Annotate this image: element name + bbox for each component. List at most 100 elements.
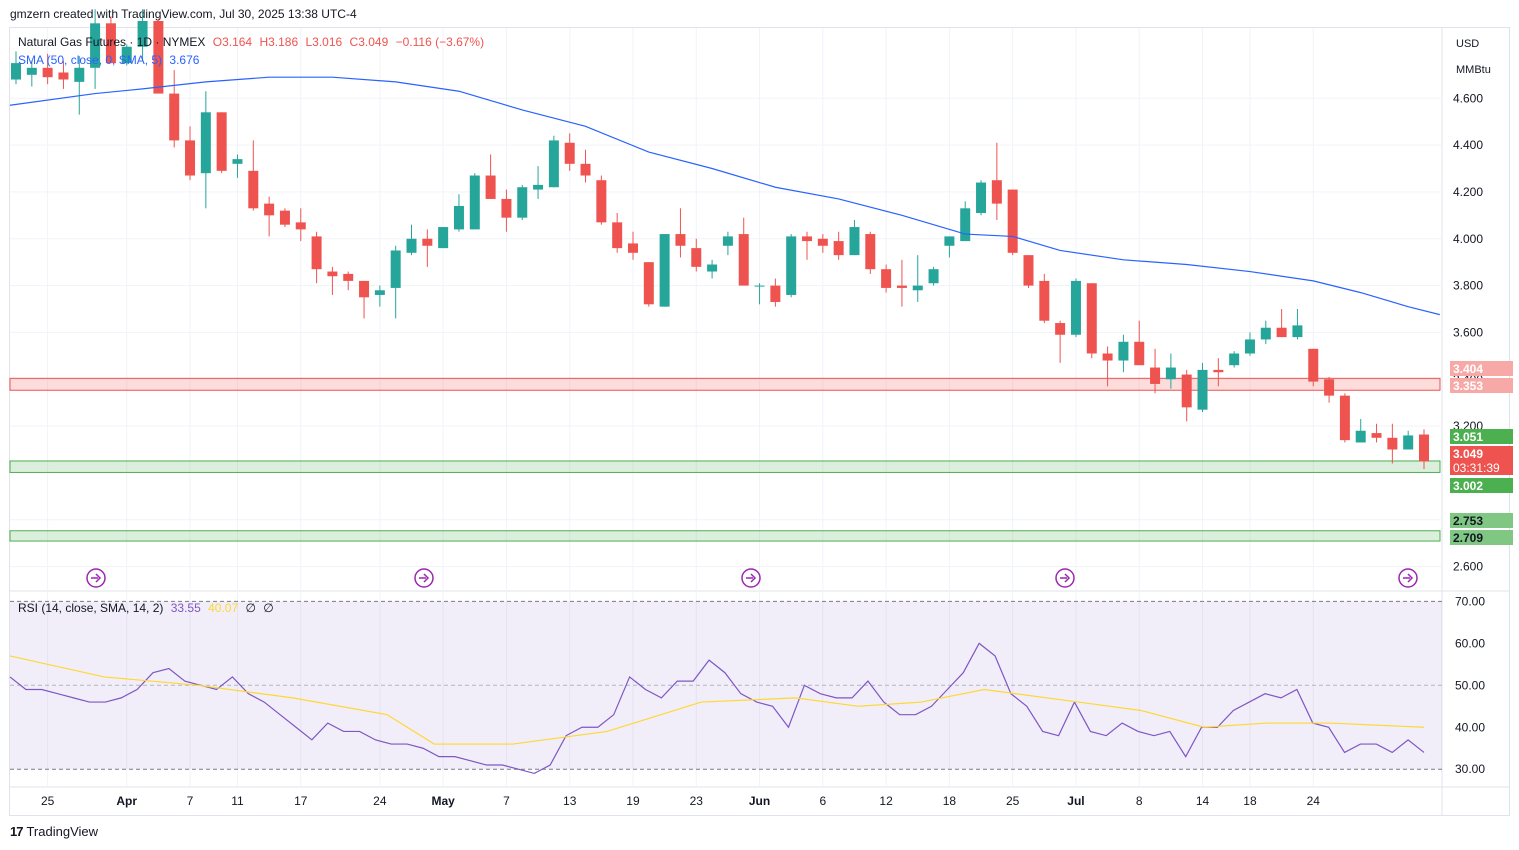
candle-body <box>343 273 354 281</box>
candle <box>453 194 464 232</box>
candle <box>612 212 623 253</box>
candle-body <box>991 180 1002 204</box>
candle <box>976 180 987 216</box>
open-value: O3.164 <box>212 35 253 49</box>
candle-body <box>912 285 923 291</box>
candle-body <box>295 222 306 230</box>
candle <box>311 231 322 284</box>
candle <box>374 285 385 307</box>
candle <box>944 236 955 258</box>
candle-body <box>469 175 480 230</box>
candle-body <box>612 222 623 249</box>
candle-body <box>849 227 860 256</box>
candle <box>707 259 718 279</box>
candle-body <box>1371 433 1382 438</box>
event-marker-arrow <box>746 573 757 583</box>
candle-body <box>1150 367 1161 384</box>
candle <box>1197 362 1208 413</box>
rsi-tick-label: 70.00 <box>1455 594 1485 608</box>
candle <box>11 51 21 85</box>
candle-body <box>1419 434 1429 462</box>
candle-body <box>58 72 69 80</box>
candle <box>928 266 939 286</box>
price-legend[interactable]: Natural Gas Futures · 1D · NYMEX O3.164 … <box>18 35 488 49</box>
unit-label[interactable]: MMBtu <box>1456 64 1491 76</box>
candle-body <box>1102 353 1113 361</box>
candle <box>1387 423 1398 464</box>
price-label-text: 3.049 <box>1453 447 1483 461</box>
candle-body <box>232 159 243 164</box>
candle-body <box>42 67 53 78</box>
event-marker-icon <box>741 568 761 588</box>
candle <box>754 283 765 305</box>
candle <box>912 255 923 302</box>
candle-body <box>501 198 512 218</box>
candle <box>580 149 591 183</box>
candle <box>1181 369 1192 422</box>
price-label-box <box>1450 460 1513 475</box>
candle <box>1070 278 1081 338</box>
candle <box>264 196 275 237</box>
candle <box>564 133 575 171</box>
candle-body <box>596 180 607 223</box>
candle-body <box>1229 353 1240 366</box>
footer[interactable]: 17 TradingView <box>10 824 98 839</box>
candle-body <box>1118 341 1129 361</box>
tradingview-logo: 17 <box>10 824 24 839</box>
chart-frame <box>9 27 1510 816</box>
candle <box>422 229 433 267</box>
candle <box>169 70 180 148</box>
candle <box>26 60 37 87</box>
candle-body <box>153 20 164 94</box>
candle-body <box>1276 327 1287 338</box>
candle-body <box>216 112 227 171</box>
event-marker-arrow <box>419 573 430 583</box>
candle-body <box>1355 430 1366 443</box>
candle-body <box>722 236 733 246</box>
candle <box>74 56 85 115</box>
candle-body <box>1070 280 1081 335</box>
rsi-tick-label: 60.00 <box>1455 636 1485 650</box>
candle-body <box>1244 339 1255 354</box>
rsi-sma-value: 40.07 <box>208 601 239 615</box>
candle <box>1244 332 1255 356</box>
high-value: H3.186 <box>259 35 299 49</box>
candle-body <box>200 112 211 174</box>
candle <box>42 53 53 85</box>
candle <box>1213 358 1224 387</box>
price-label-text: 3.404 <box>1453 362 1483 376</box>
sma-legend[interactable]: SMA (50, close, 0, SMA, 5) 3.676 <box>18 53 203 67</box>
rsi-line <box>9 642 1425 775</box>
sma-label: SMA (50, close, 0, SMA, 5) <box>18 53 163 67</box>
candle <box>849 220 860 256</box>
event-marker-arrow <box>91 573 102 583</box>
price-label-text: 3.353 <box>1453 379 1483 393</box>
candle <box>786 234 797 298</box>
candle <box>185 126 196 181</box>
candle-body <box>264 203 275 216</box>
time-tick-label: 24 <box>1307 794 1321 808</box>
price-tick-label: 2.600 <box>1453 560 1483 574</box>
candle <box>770 278 781 307</box>
currency-label[interactable]: USD <box>1456 38 1480 50</box>
candle <box>1007 189 1018 256</box>
candle-body <box>26 67 37 75</box>
rsi-legend[interactable]: RSI (14, close, SMA, 14, 2) 33.55 40.07 … <box>18 601 278 615</box>
candle-body <box>137 20 148 47</box>
candle <box>1055 320 1066 363</box>
candle <box>1023 255 1034 288</box>
time-tick-label: 8 <box>1136 794 1143 808</box>
candle <box>1134 320 1145 366</box>
candle-body <box>1339 395 1350 441</box>
time-tick-label: 17 <box>294 794 308 808</box>
price-tick-label: 4.200 <box>1453 185 1483 199</box>
candle <box>1102 346 1113 387</box>
rsi-extra-2: ∅ <box>263 601 274 615</box>
candle <box>833 231 844 260</box>
candle <box>817 234 828 253</box>
candle-body <box>1387 437 1398 450</box>
candle <box>1308 348 1319 387</box>
time-tick-label: May <box>431 794 455 808</box>
brand-name: TradingView <box>26 824 99 839</box>
